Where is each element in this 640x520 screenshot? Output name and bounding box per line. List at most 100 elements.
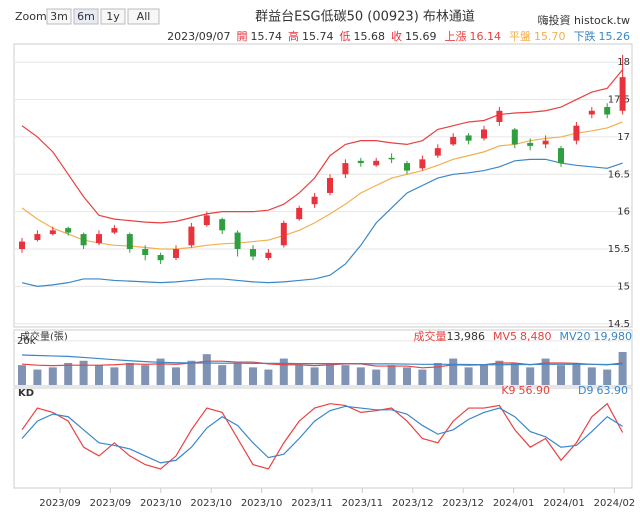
volume-readout: 成交量13,986 MV5 8,480 MV20 19,980 [413,329,632,343]
x-tick-label: 2023/11 [291,498,333,509]
chart-title: 群益台ESG低碳50 (00923) 布林通道 [255,10,475,25]
volume-bar [18,365,26,385]
readout-text: 2023/09/07 [167,30,230,43]
readout-text: 56.90 [519,384,551,397]
volume-bar [557,365,565,385]
x-tick-label: 2023/10 [140,498,182,509]
volume-bar [310,367,319,385]
readout-text: 15.74 [302,30,334,43]
y-tick-label: 15 [617,281,630,292]
candle-body [481,129,487,139]
volume-bar [510,362,519,385]
readout-text: D9 [578,384,593,397]
volume-bar [64,362,73,385]
volume-bar [172,367,180,385]
candle-body [604,107,611,115]
volume-bar [79,360,88,385]
x-tick-label: 2024/01 [543,498,585,509]
candle-body [203,215,210,226]
zoom-button[interactable] [100,8,126,25]
candle-body [511,129,518,145]
volume-bar [356,367,365,385]
indicator-line [21,69,624,224]
volume-bar [110,367,119,385]
zoom-button-label[interactable]: All [137,10,151,23]
indicator-line [21,402,624,470]
zoom-button[interactable] [73,8,99,25]
volume-bar [603,369,612,385]
x-tick-label: 2023/09 [39,498,81,509]
candle-body [157,255,164,261]
candle-body [296,207,303,220]
x-tick-label: 2023/10 [190,498,232,509]
kd-title: KD [18,388,34,399]
readout-text: 13,986 [446,330,485,343]
indicator-line [21,158,623,287]
candle-body [327,178,333,193]
x-tick-label: 2023/11 [342,498,384,509]
readout: 2023/09/07 開 15.74 高 15.74 低 15.68 收 15.69 上漲 16.1… [167,29,630,43]
volume-bar [233,362,242,385]
candle-body [558,148,564,164]
y-tick-label: 17.5 [608,95,630,106]
candle-body [34,234,41,241]
readout-text: 15.70 [534,30,566,43]
readout-text: MV20 [559,330,590,343]
x-tick-label: 2023/12 [442,498,484,509]
volume-frame [13,329,633,387]
zoom-button[interactable] [127,8,160,25]
volume-bar [295,365,304,385]
candle-body [49,230,56,235]
zoom-button[interactable] [46,8,72,25]
x-tick-label: 2023/10 [241,498,283,509]
zoom-label: Zoom [15,10,47,23]
zoom-button-label[interactable]: 1y [106,10,120,23]
candle-body [96,234,102,244]
readout-text: 8,480 [520,330,552,343]
candle-body [173,249,179,258]
volume-bar [403,367,411,385]
candle-body [234,232,241,250]
candle-body [542,140,549,145]
volume-bar [326,362,334,385]
indicator-line [21,405,623,464]
zoom-button-label[interactable]: 3m [50,10,68,23]
readout-text: 上漲 [445,30,467,43]
zoom-button-label[interactable]: 6m [77,10,95,23]
volume-title: 成交量(張) [20,330,68,343]
readout-text: 16.14 [470,30,502,43]
candle-body [188,226,195,246]
candle-body [265,252,272,258]
volume-bar [141,365,150,385]
candle-body [419,159,426,169]
volume-bar [433,362,442,385]
volume-bar [95,365,103,385]
candle-body [142,249,149,256]
volume-bar [618,351,627,385]
volume-bar [218,365,227,385]
volume-bar [125,362,134,385]
candle-body [111,228,118,233]
readout-text: 63.90 [597,384,629,397]
candle-body [619,77,626,111]
candle-body [450,136,457,145]
volume-bar [264,369,273,385]
x-tick-label: 2023/09 [90,498,132,509]
x-tick-label: 2024/02 [594,498,636,509]
candle-body [573,125,580,141]
readout-text: 成交量 [413,329,446,343]
candle-body [80,234,87,246]
x-tick-label: 2023/12 [392,498,434,509]
readout-text: 15.69 [405,30,437,43]
x-tick-label: 2024/01 [493,498,535,509]
volume-bar [572,362,581,385]
indicator-line [21,121,623,250]
kd-frame [13,387,633,489]
volume-bar [541,358,550,385]
y-tick-label: 16.5 [608,169,630,180]
volume-bar [156,358,165,385]
volume-bar [418,369,427,385]
volume-bar [341,365,350,385]
readout-text: 開 [237,30,248,43]
